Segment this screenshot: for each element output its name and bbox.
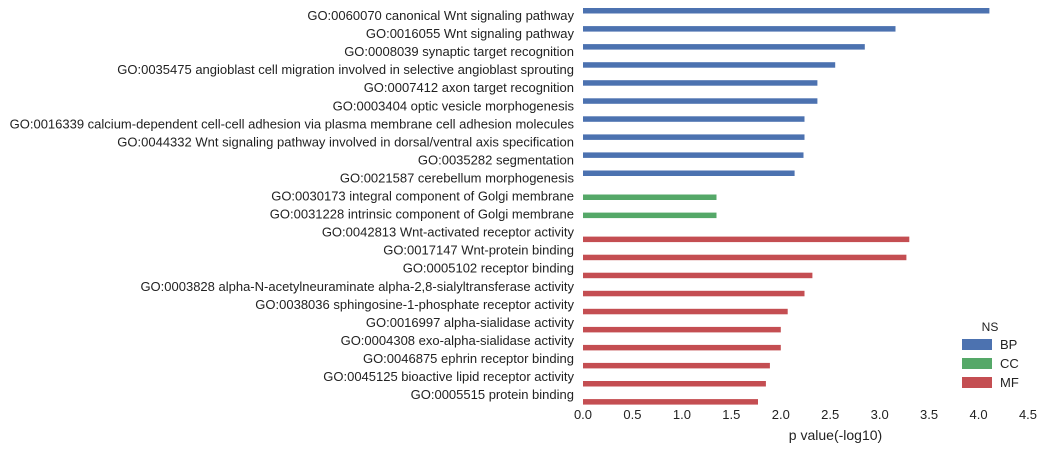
category-labels: GO:0060070 canonical Wnt signaling pathw… — [10, 8, 575, 402]
bar-bp-9 — [583, 170, 795, 176]
x-tick-label: 0.5 — [623, 407, 641, 422]
category-label: GO:0044332 Wnt signaling pathway involve… — [117, 134, 574, 149]
category-label: GO:0016055 Wnt signaling pathway — [366, 26, 575, 41]
bar-bp-2 — [583, 44, 865, 50]
x-axis-label: p value(-log10) — [789, 427, 882, 443]
category-label: GO:0046875 ephrin receptor binding — [363, 351, 574, 366]
category-label: GO:0045125 bioactive lipid receptor acti… — [323, 369, 574, 384]
x-tick-label: 0.0 — [574, 407, 592, 422]
category-label: GO:0016997 alpha-sialidase activity — [366, 315, 575, 330]
category-label: GO:0031228 intrinsic component of Golgi … — [270, 207, 574, 222]
bar-cc-10 — [583, 194, 717, 200]
bar-mf-16 — [583, 308, 788, 315]
bar-bp-4 — [583, 80, 818, 86]
bar-mf-18 — [583, 344, 781, 351]
bar-bp-1 — [583, 26, 896, 32]
bar-mf-14 — [583, 272, 813, 279]
bar-bp-6 — [583, 116, 805, 122]
bar-bp-3 — [583, 62, 836, 68]
legend-label-mf: MF — [1000, 375, 1019, 390]
bars-layer — [583, 8, 990, 405]
category-label: GO:0030173 integral component of Golgi m… — [271, 189, 574, 204]
x-tick-label: 4.0 — [970, 407, 988, 422]
x-axis-ticks: 0.0 0.5 1.0 1.5 2.0 2.5 3.0 3.5 4.0 4.5 — [574, 407, 1037, 422]
bar-cc-11 — [583, 212, 717, 219]
x-tick-label: 2.5 — [821, 407, 839, 422]
category-label: GO:0042813 Wnt-activated receptor activi… — [322, 225, 575, 240]
bar-mf-12 — [583, 236, 910, 243]
category-label: GO:0004308 exo-alpha-sialidase activity — [341, 333, 575, 348]
x-tick-label: 3.0 — [871, 407, 889, 422]
bar-mf-19 — [583, 362, 770, 369]
bar-mf-20 — [583, 381, 766, 387]
bar-mf-13 — [583, 254, 907, 261]
category-label: GO:0017147 Wnt-protein binding — [383, 243, 574, 258]
legend-swatch-cc — [962, 358, 992, 369]
legend-title: NS — [982, 320, 999, 334]
bar-mf-15 — [583, 290, 805, 297]
bar-bp-5 — [583, 98, 818, 104]
bar-bp-8 — [583, 152, 804, 158]
category-label: GO:0005102 receptor binding — [403, 261, 574, 276]
legend: NS BP CC MF — [962, 320, 1019, 390]
x-tick-label: 3.5 — [920, 407, 938, 422]
x-tick-label: 4.5 — [1019, 407, 1037, 422]
category-label: GO:0008039 synaptic target recognition — [344, 44, 574, 59]
category-label: GO:0060070 canonical Wnt signaling pathw… — [307, 8, 574, 23]
category-label: GO:0035282 segmentation — [418, 152, 574, 167]
category-label: GO:0003404 optic vesicle morphogenesis — [333, 98, 575, 113]
x-tick-label: 1.5 — [722, 407, 740, 422]
legend-swatch-bp — [962, 339, 992, 350]
legend-label-bp: BP — [1000, 337, 1017, 352]
category-label: GO:0016339 calcium-dependent cell-cell a… — [10, 116, 575, 131]
legend-label-cc: CC — [1000, 356, 1019, 371]
x-tick-label: 1.0 — [673, 407, 691, 422]
category-label: GO:0007412 axon target recognition — [364, 80, 574, 95]
x-tick-label: 2.0 — [772, 407, 790, 422]
bar-bp-0 — [583, 8, 990, 14]
bar-bp-7 — [583, 134, 805, 140]
category-label: GO:0003828 alpha-N-acetylneuraminate alp… — [140, 279, 574, 294]
legend-swatch-mf — [962, 377, 992, 388]
category-label: GO:0021587 cerebellum morphogenesis — [340, 171, 575, 186]
category-label: GO:0005515 protein binding — [411, 387, 574, 402]
category-label: GO:0035475 angioblast cell migration inv… — [117, 62, 574, 77]
category-label: GO:0038036 sphingosine-1-phosphate recep… — [255, 297, 574, 312]
bar-mf-21 — [583, 399, 758, 405]
bar-mf-17 — [583, 326, 781, 333]
